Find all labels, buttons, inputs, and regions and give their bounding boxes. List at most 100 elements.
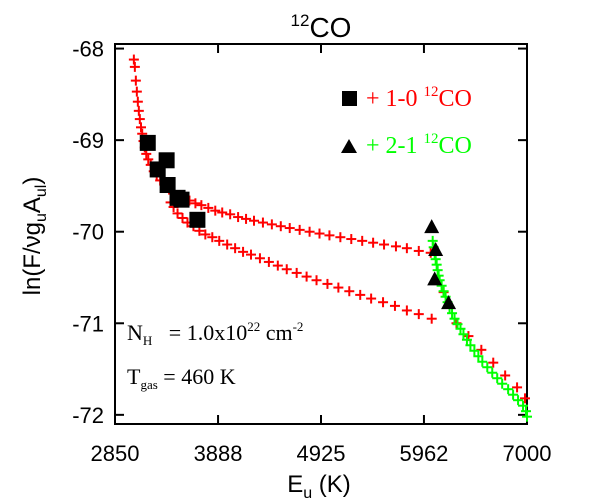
- xlabel-main: E: [287, 471, 303, 498]
- x-tick-label: 4925: [297, 441, 346, 466]
- title-superscript: 12: [291, 11, 310, 30]
- data-marks: [128, 54, 532, 422]
- y-axis-label: ln(F/νguAul): [19, 177, 50, 296]
- cross-marker: [473, 351, 484, 362]
- cross-marker: [346, 234, 357, 245]
- cross-marker: [389, 300, 400, 311]
- y-tick-label: -69: [72, 128, 104, 153]
- x-tick-label: 5962: [399, 441, 448, 466]
- cross-marker: [291, 267, 302, 278]
- tgas-annotation: Tgas = 460 K: [127, 364, 236, 392]
- x-tick-label: 3888: [194, 441, 243, 466]
- cross-marker: [172, 208, 183, 219]
- cross-marker: [488, 357, 499, 368]
- cross-marker: [177, 212, 188, 223]
- cross-marker: [241, 213, 252, 224]
- cross-marker: [301, 271, 312, 282]
- ylabel-part: u: [33, 213, 50, 222]
- cross-marker: [426, 313, 437, 324]
- nh-mid: = 1.0x10: [152, 320, 247, 345]
- legend-1-0-sup: 12: [424, 84, 439, 100]
- y-tick-label: -68: [72, 37, 104, 62]
- cross-marker: [368, 237, 379, 248]
- nh-sub: H: [143, 333, 152, 348]
- nh-symbol: N: [127, 320, 143, 345]
- cross-marker: [134, 114, 145, 125]
- legend-2-1-pre: + 2-1: [366, 133, 424, 159]
- cross-marker: [324, 230, 335, 241]
- cross-marker: [518, 400, 529, 411]
- tgas-rest: = 460 K: [158, 364, 236, 389]
- tgas-symbol: T: [127, 364, 141, 389]
- cross-marker: [200, 229, 211, 240]
- cross-marker: [143, 154, 154, 165]
- y-tick-label: -70: [72, 220, 104, 245]
- cross-marker: [366, 293, 377, 304]
- y-tick-labels: -68 -69 -70 -71 -72: [72, 37, 104, 428]
- cross-marker: [272, 260, 283, 271]
- xlabel-suffix: (K): [312, 471, 351, 498]
- cross-marker: [355, 289, 366, 300]
- cross-marker: [275, 221, 286, 232]
- triangle-marker: [427, 271, 443, 286]
- cross-marker: [438, 286, 449, 297]
- triangle-marker: [424, 219, 440, 234]
- square-marker: [158, 152, 175, 169]
- cross-marker: [413, 309, 424, 320]
- cross-marker: [210, 205, 221, 216]
- triangle-marker: [441, 295, 457, 310]
- legend-triangle-marker: [341, 139, 357, 153]
- xlabel-sub: u: [303, 485, 312, 502]
- cross-marker: [248, 215, 259, 226]
- cross-marker: [130, 75, 141, 86]
- cross-marker: [497, 378, 508, 389]
- cross-marker: [217, 207, 228, 218]
- cross-marker: [136, 122, 147, 133]
- cross-marker: [230, 243, 241, 254]
- square-marker: [139, 134, 156, 151]
- legend-1-0-pre: + 1-0: [366, 86, 424, 112]
- plot-area: [114, 43, 532, 425]
- cross-marker: [413, 245, 424, 256]
- cross-marker: [401, 243, 412, 254]
- cross-marker: [190, 198, 201, 209]
- cross-marker: [284, 223, 295, 234]
- cross-marker: [132, 96, 143, 107]
- cross-marker: [469, 345, 480, 356]
- nh-annotation: NH = 1.0x1022 cm-2: [127, 319, 303, 348]
- cross-marker: [436, 280, 447, 291]
- cross-marker: [487, 367, 498, 378]
- cross-marker: [378, 297, 389, 308]
- cross-marker: [314, 228, 325, 239]
- cross-marker: [203, 202, 214, 213]
- cross-marker: [477, 356, 488, 367]
- cross-marker: [263, 256, 274, 267]
- cross-marker: [522, 411, 532, 422]
- ylabel-part: ): [19, 177, 46, 185]
- cross-marker: [238, 246, 249, 257]
- x-tick-label: 2850: [91, 441, 140, 466]
- cross-marker: [449, 313, 460, 324]
- cross-marker: [304, 226, 315, 237]
- cross-marker: [492, 373, 503, 384]
- cross-marker: [512, 382, 523, 393]
- square-marker: [173, 191, 190, 208]
- ylabel-part: ln(F/νg: [19, 222, 46, 295]
- cross-marker: [281, 264, 292, 275]
- cross-marker: [233, 212, 244, 223]
- cross-marker: [465, 340, 476, 351]
- nh-unit: cm: [260, 320, 292, 345]
- legend-2-1-sup: 12: [424, 131, 439, 147]
- cross-marker: [225, 209, 236, 220]
- legend-entry-2-1: + 2-1 12CO: [366, 131, 472, 159]
- cross-marker: [246, 249, 257, 260]
- cross-marker: [335, 232, 346, 243]
- nh-unit-exp: -2: [293, 319, 304, 334]
- cross-marker: [401, 305, 412, 316]
- x-tick-labels: 2850 3888 4925 5962 7000: [91, 441, 552, 466]
- cross-marker: [390, 241, 401, 252]
- cross-marker: [520, 393, 531, 404]
- tgas-sub: gas: [140, 377, 157, 392]
- cross-marker: [254, 253, 265, 264]
